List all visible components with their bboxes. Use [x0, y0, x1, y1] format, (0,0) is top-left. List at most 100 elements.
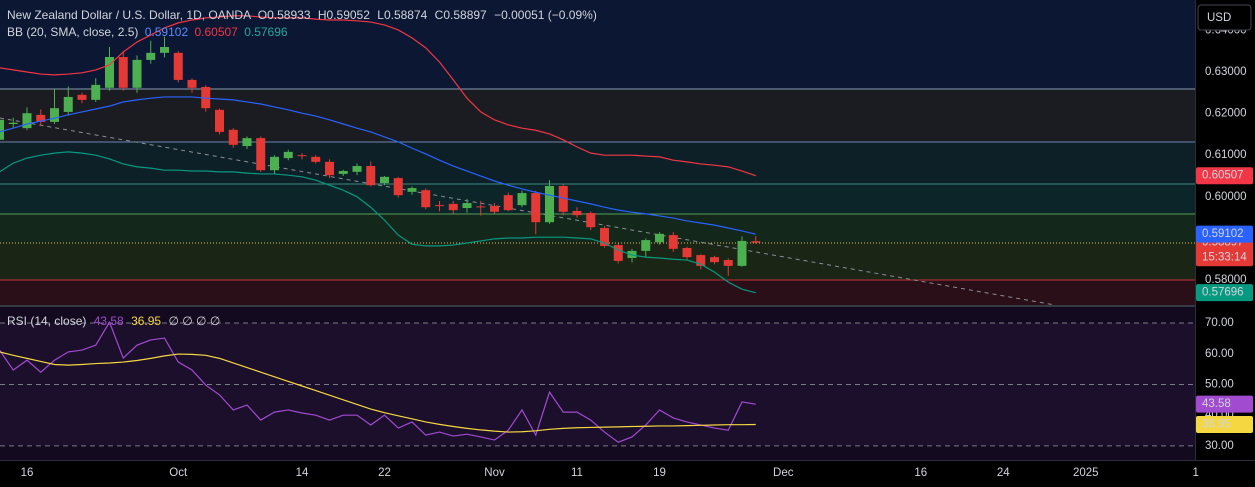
candle-body — [462, 203, 472, 209]
zone — [0, 214, 1195, 243]
candle-body — [641, 240, 651, 251]
indicator-title: BB (20, SMA, close, 2.5) — [7, 25, 138, 39]
axes: 0.580000.590000.600000.610000.620000.630… — [21, 24, 1253, 479]
price-badge — [1196, 167, 1253, 185]
y-tick-label: 60.00 — [1205, 348, 1234, 360]
ohlc-label: H — [318, 8, 327, 22]
trend-line — [0, 117, 1056, 306]
price-badge-label: 0.57696 — [1202, 287, 1244, 299]
zone — [0, 243, 1195, 280]
candle-body — [160, 47, 169, 53]
candle-body — [655, 233, 664, 243]
candle-body — [503, 195, 513, 211]
indicator-value: 0.57696 — [244, 25, 288, 39]
candle-body — [668, 235, 678, 249]
hidden-outputs: ∅ ∅ ∅ ∅ — [168, 314, 220, 328]
candle-body — [531, 193, 541, 223]
ohlc-label: O — [258, 8, 267, 22]
x-tick-label: 22 — [378, 467, 391, 479]
candle-body — [8, 122, 18, 124]
candle-body — [393, 178, 403, 196]
currency-button[interactable] — [1197, 4, 1252, 31]
candle-body — [352, 166, 362, 172]
candle-body — [36, 114, 46, 122]
ohlc-value: 0.58897 — [443, 8, 487, 22]
y-tick-label: 0.62000 — [1205, 108, 1247, 120]
zone — [0, 142, 1195, 184]
y-tick-label: 70.00 — [1205, 317, 1234, 329]
indicator-header: BB (20, SMA, close, 2.5) 0.59102 0.60507… — [7, 25, 288, 39]
y-tick-label: 50.00 — [1205, 378, 1234, 390]
x-tick-label: 2025 — [1073, 467, 1099, 479]
candle-body — [338, 171, 348, 174]
candle-body — [187, 79, 197, 88]
y-tick-label: 0.63000 — [1205, 66, 1247, 78]
candle-body — [228, 129, 238, 145]
ohlc-label: C — [435, 8, 444, 22]
candle-body — [448, 203, 458, 211]
change: −0.00051 (−0.09%) — [494, 8, 597, 22]
y-tick-label: 0.58000 — [1205, 274, 1247, 286]
candle-body — [201, 86, 211, 109]
ohlc-value: 0.58874 — [384, 8, 428, 22]
price-badge-label: 36.95 — [1202, 419, 1231, 431]
panel-separator — [0, 305, 1195, 307]
candle-body — [600, 228, 609, 246]
candle-body — [297, 155, 307, 157]
indicator-value: 0.59102 — [145, 25, 189, 39]
y-tick-label: 0.61000 — [1205, 149, 1247, 161]
candle-body — [256, 138, 266, 171]
candle-body — [118, 57, 128, 88]
overlay: New Zealand Dollar / U.S. Dollar, 1D, OA… — [7, 4, 1252, 328]
candle-body — [558, 185, 568, 212]
candle-body — [270, 156, 279, 171]
x-tick-label: 19 — [653, 467, 666, 479]
candle-body — [91, 84, 101, 100]
x-tick-label: Oct — [169, 467, 188, 479]
zone — [0, 184, 1195, 214]
indicator-line — [0, 320, 756, 443]
candle-body — [311, 156, 321, 162]
indicator-value: 43.58 — [94, 314, 124, 328]
ohlc-value: 0.59052 — [327, 8, 371, 22]
candle-body — [490, 205, 499, 212]
candle-body — [50, 108, 59, 122]
candle-body — [737, 240, 747, 266]
candle-body — [380, 176, 389, 184]
candle-body — [63, 96, 73, 112]
candle-body — [132, 59, 142, 88]
candle-body — [77, 94, 87, 100]
candle-body — [710, 257, 719, 263]
indicator-value: 36.95 — [131, 314, 161, 328]
candle-body — [366, 166, 376, 186]
candle-body — [586, 213, 596, 228]
candle-body — [613, 245, 623, 261]
x-tick-label: 16 — [21, 467, 34, 479]
candle-body — [751, 241, 761, 243]
indicator-title: RSI (14, close) — [7, 314, 86, 328]
candle-body — [283, 151, 293, 159]
x-tick-label: 1 — [1193, 467, 1199, 479]
price-badge — [1196, 416, 1253, 434]
indicator-value: 0.60507 — [194, 25, 238, 39]
price-badge — [1196, 284, 1253, 302]
y-tick-label: 30.00 — [1205, 440, 1234, 452]
main-panel — [0, 15, 761, 294]
x-tick-label: 16 — [914, 467, 927, 479]
ohlc-value: 0.58933 — [267, 8, 311, 22]
price-badge — [1196, 225, 1253, 243]
candle-body — [545, 185, 554, 223]
candle-body — [325, 161, 334, 176]
indicator-line — [0, 151, 756, 294]
x-tick-label: 14 — [296, 467, 309, 479]
candle-body — [105, 57, 114, 88]
countdown: 15:33:14 — [1202, 252, 1247, 264]
candle-body — [476, 206, 486, 208]
candle-body — [682, 247, 692, 258]
currency[interactable]: USD — [1207, 12, 1231, 24]
rsi-header: RSI (14, close) 43.58 36.95 ∅ ∅ ∅ ∅ — [7, 314, 220, 328]
candle-body — [22, 113, 32, 129]
candle-body — [421, 190, 431, 208]
candle-body — [572, 210, 582, 216]
